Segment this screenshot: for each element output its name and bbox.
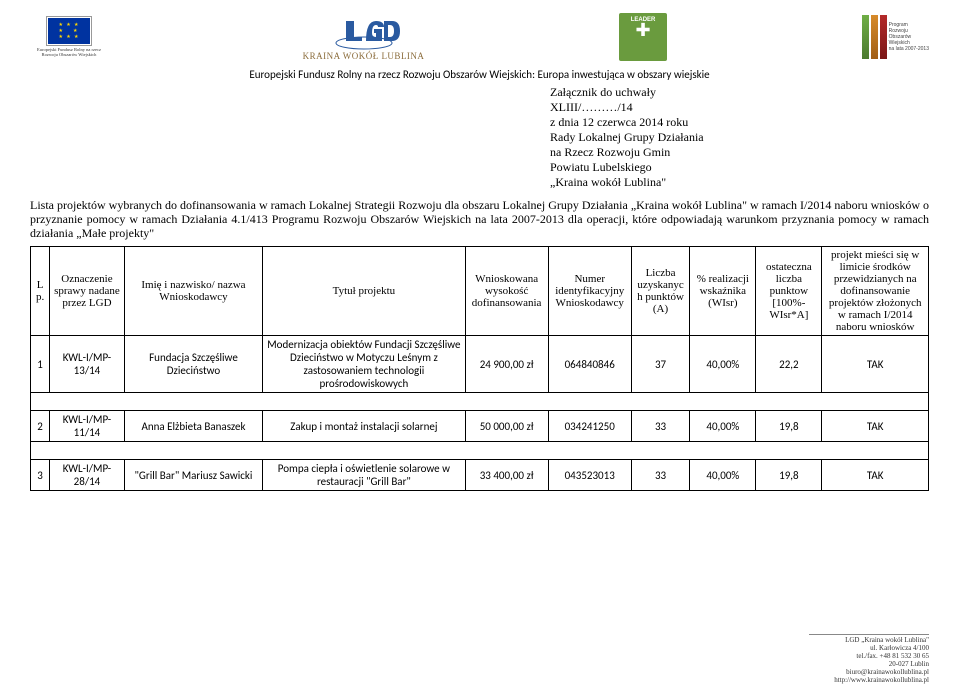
table-row-gap [31, 393, 929, 411]
attachment-block: Załącznik do uchwały XLIII/………/14 z dnia… [550, 85, 929, 190]
cell-fit: TAK [822, 336, 929, 393]
logo-lgd: KRAINA WOKÓŁ LUBLINA [303, 13, 425, 61]
footer-l4: 20-027 Lublin [809, 660, 929, 668]
th-amount: Wnioskowana wysokość dofinansowania [465, 247, 548, 336]
attachment-l7: „Kraina wokół Lublina" [550, 175, 929, 190]
cell-id: 043523013 [548, 460, 631, 491]
cell-id: 034241250 [548, 411, 631, 442]
th-title: Tytuł projektu [263, 247, 465, 336]
table-row: 2KWL-I/MP-11/14Anna Elżbieta BanaszekZak… [31, 411, 929, 442]
fund-line: Europejski Fundusz Rolny na rzecz Rozwoj… [30, 68, 929, 81]
cell-amount: 33 400,00 zł [465, 460, 548, 491]
gap-cell [31, 393, 929, 411]
cell-amount: 24 900,00 zł [465, 336, 548, 393]
th-lp: Lp. [31, 247, 50, 336]
gap-cell [31, 442, 929, 460]
cell-fit: TAK [822, 411, 929, 442]
th-pts: Liczba uzyskanych punktów (A) [631, 247, 690, 336]
cell-amount: 50 000,00 zł [465, 411, 548, 442]
cell-pct: 40,00% [690, 411, 756, 442]
table-row: 3KWL-I/MP-28/14"Grill Bar" Mariusz Sawic… [31, 460, 929, 491]
cell-id: 064840846 [548, 336, 631, 393]
cell-ost: 19,8 [756, 411, 822, 442]
eu-caption: Europejski Fundusz Rolny na rzecz Rozwoj… [30, 47, 108, 57]
footer: LGD „Kraina wokół Lublina" ul. Karłowicz… [809, 634, 929, 684]
th-name: Imię i nazwisko/ nazwa Wnioskodawcy [124, 247, 262, 336]
attachment-l5: na Rzecz Rozwoju Gmin [550, 145, 929, 160]
cell-name: Fundacja Szczęśliwe Dzieciństwo [124, 336, 262, 393]
cell-pct: 40,00% [690, 336, 756, 393]
table-row-gap [31, 442, 929, 460]
th-id: Numer identyfikacyjny Wnioskodawcy [548, 247, 631, 336]
lgd-caption: KRAINA WOKÓŁ LUBLINA [303, 51, 425, 61]
footer-l6: http://www.krainawokollublina.pl [809, 676, 929, 684]
cell-ozn: KWL-I/MP-13/14 [50, 336, 125, 393]
cell-lp: 1 [31, 336, 50, 393]
th-fit: projekt mieści się w limicie środków prz… [822, 247, 929, 336]
th-pct: % realizacji wskaźnika (WIsr) [690, 247, 756, 336]
eu-stars-icon: ★ ★ ★★ ★★ ★ ★ [59, 22, 80, 40]
cell-lp: 2 [31, 411, 50, 442]
attachment-l2: XLIII/………/14 [550, 100, 929, 115]
th-ozn: Oznaczenie sprawy nadane przez LGD [50, 247, 125, 336]
footer-divider [809, 634, 929, 635]
footer-l5: biuro@krainawokollublina.pl [809, 668, 929, 676]
cell-title: Zakup i montaż instalacji solarnej [263, 411, 465, 442]
attachment-l1: Załącznik do uchwały [550, 85, 929, 100]
logo-eu: ★ ★ ★★ ★★ ★ ★ Europejski Fundusz Rolny n… [30, 17, 108, 57]
leader-plus-icon: ✚ [636, 23, 651, 37]
attachment-l4: Rady Lokalnej Grupy Działania [550, 130, 929, 145]
cell-pts: 37 [631, 336, 690, 393]
cell-ozn: KWL-I/MP-11/14 [50, 411, 125, 442]
cell-pts: 33 [631, 411, 690, 442]
cell-title: Pompa ciepła i oświetlenie solarowe w re… [263, 460, 465, 491]
intro-text: Lista projektów wybranych do dofinansowa… [30, 198, 929, 240]
footer-l2: ul. Karłowicza 4/100 [809, 644, 929, 652]
logo-leader: LEADER ✚ [619, 13, 667, 61]
cell-fit: TAK [822, 460, 929, 491]
cell-lp: 3 [31, 460, 50, 491]
attachment-l6: Powiatu Lubelskiego [550, 160, 929, 175]
cell-name: "Grill Bar" Mariusz Sawicki [124, 460, 262, 491]
cell-name: Anna Elżbieta Banaszek [124, 411, 262, 442]
eu-flag-icon: ★ ★ ★★ ★★ ★ ★ [47, 17, 91, 45]
table-row: 1KWL-I/MP-13/14Fundacja Szczęśliwe Dziec… [31, 336, 929, 393]
logos-row: ★ ★ ★★ ★★ ★ ★ Europejski Fundusz Rolny n… [30, 8, 929, 66]
lgd-icon [324, 13, 404, 51]
footer-l3: tel./fax. +48 81 532 30 65 [809, 652, 929, 660]
cell-ost: 19,8 [756, 460, 822, 491]
attachment-l3: z dnia 12 czerwca 2014 roku [550, 115, 929, 130]
projects-table: Lp. Oznaczenie sprawy nadane przez LGD I… [30, 246, 929, 491]
cell-title: Modernizacja obiektów Fundacji Szczęśliw… [263, 336, 465, 393]
prow-text: Program Rozwoju Obszarów Wiejskich na la… [889, 22, 929, 52]
cell-pct: 40,00% [690, 460, 756, 491]
footer-l1: LGD „Kraina wokół Lublina" [809, 636, 929, 644]
table-header-row: Lp. Oznaczenie sprawy nadane przez LGD I… [31, 247, 929, 336]
cell-ost: 22,2 [756, 336, 822, 393]
cell-pts: 33 [631, 460, 690, 491]
cell-ozn: KWL-I/MP-28/14 [50, 460, 125, 491]
th-ost: ostateczna liczba punktow [100%-WIsr*A] [756, 247, 822, 336]
table-body: 1KWL-I/MP-13/14Fundacja Szczęśliwe Dziec… [31, 336, 929, 491]
logo-prow: Program Rozwoju Obszarów Wiejskich na la… [862, 15, 929, 59]
prow-bars-icon [862, 15, 887, 59]
